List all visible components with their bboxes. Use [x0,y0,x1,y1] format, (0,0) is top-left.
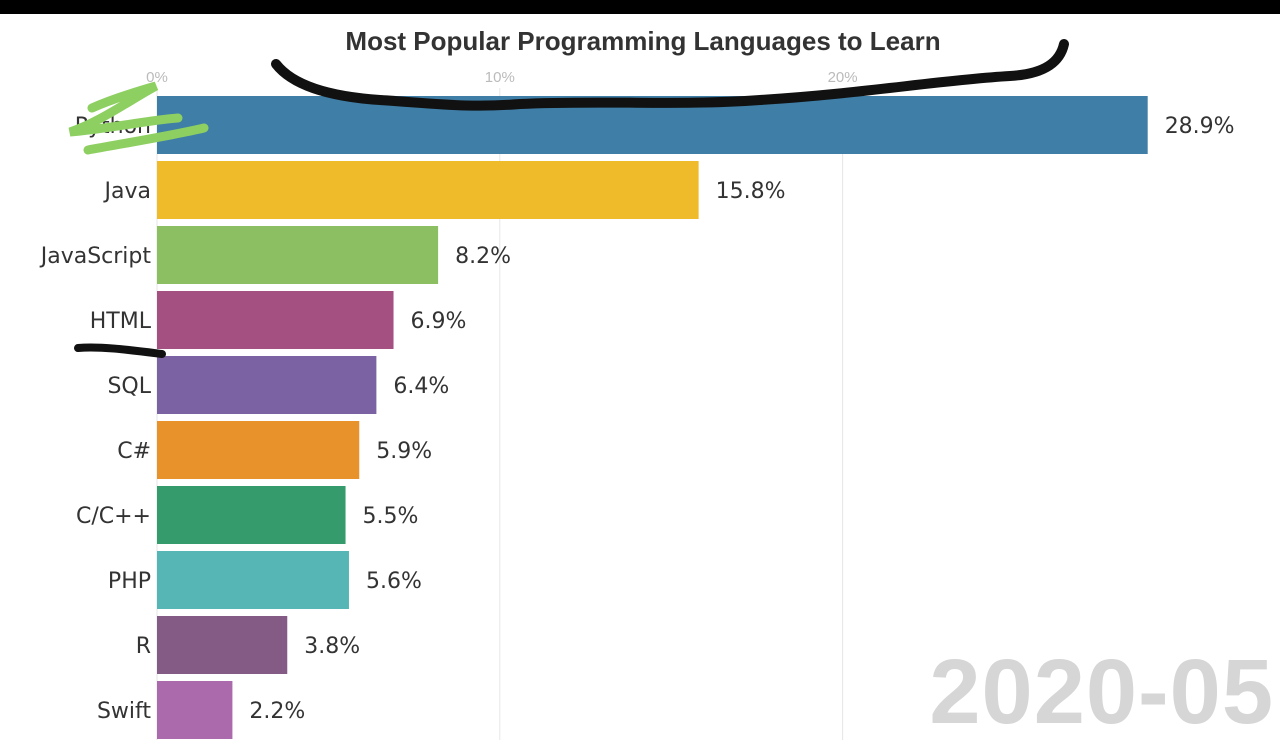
x-tick-label: 0% [146,69,168,86]
value-label: 5.6% [366,569,422,594]
category-label: JavaScript [39,244,152,269]
x-tick-label: 10% [485,69,515,86]
bar-javascript [157,226,439,284]
x-tick-label: 20% [828,69,858,86]
value-label: 3.8% [304,634,360,659]
category-label: Swift [97,699,151,724]
category-label: C/C++ [76,504,151,529]
value-label: 28.9% [1165,114,1235,139]
bars [157,96,1148,739]
bar-python [157,96,1148,154]
chart-title: Most Popular Programming Languages to Le… [345,26,941,56]
value-label: 6.4% [393,374,449,399]
bar-sql [157,356,377,414]
category-labels: Python Java JavaScript HTML SQL C# C/C++ PHP R Sw… [39,114,152,724]
bar-c- [157,421,360,479]
value-labels: 28.9% 15.8% 8.2% 6.9% 6.4% 5.9% 5.5% 5.6% 3.8% 2.… [249,114,1234,724]
value-label: 6.9% [411,309,467,334]
value-label: 5.9% [376,439,432,464]
category-label: HTML [90,309,152,334]
value-label: 8.2% [455,244,511,269]
x-axis-ticks: 0% 10% 20% [146,69,857,86]
bar-html [157,291,394,349]
category-label: SQL [107,374,151,399]
bar-php [157,551,349,609]
bar-java [157,161,699,219]
category-label: Python [75,114,151,139]
category-label: C# [117,439,151,464]
bar-r [157,616,288,674]
bar-c-c- [157,486,346,544]
category-label: R [136,634,151,659]
top-black-bar [0,0,1280,14]
value-label: 5.5% [363,504,419,529]
category-label: Java [103,179,151,204]
bar-swift [157,681,233,739]
category-label: PHP [108,569,151,594]
period-watermark: 2020-05 [929,641,1274,740]
value-label: 2.2% [249,699,305,724]
value-label: 15.8% [716,179,786,204]
